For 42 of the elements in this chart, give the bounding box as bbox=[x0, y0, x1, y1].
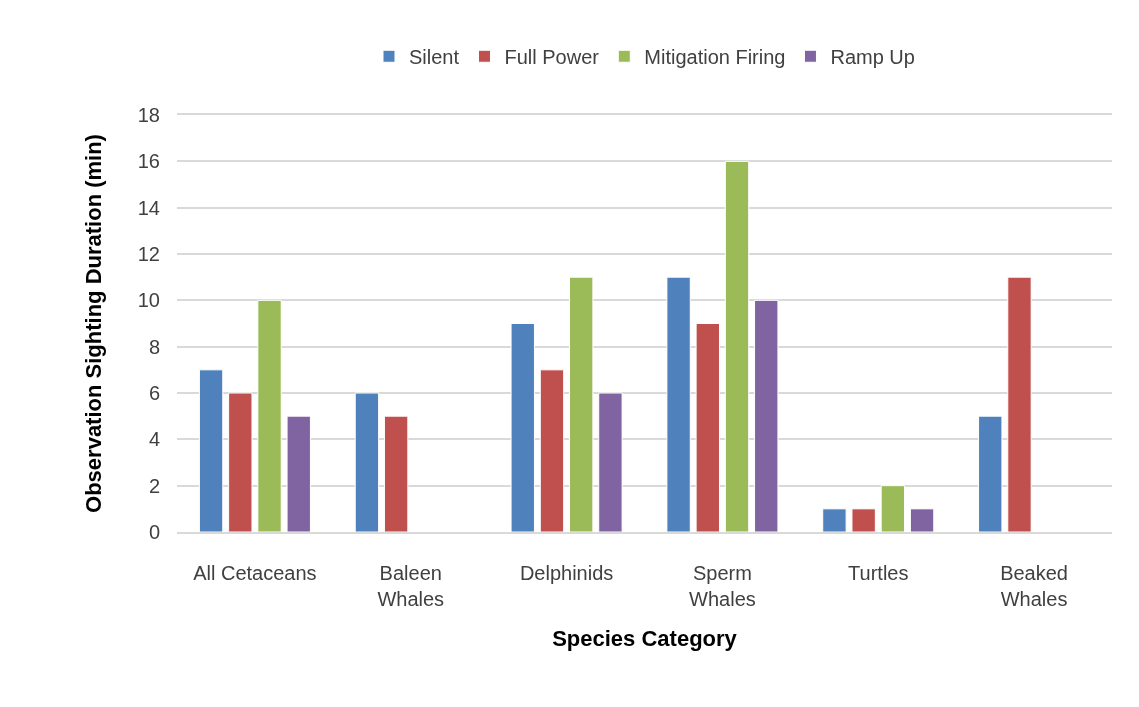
y-tick-label: 6 bbox=[148, 382, 160, 404]
bar bbox=[539, 369, 565, 532]
bar bbox=[909, 508, 935, 532]
x-tick-label: Delphinids bbox=[519, 562, 614, 584]
legend-label: Silent bbox=[409, 46, 460, 69]
y-tick-label: 8 bbox=[148, 335, 160, 358]
y-tick-label: 16 bbox=[137, 150, 160, 173]
bar bbox=[598, 392, 623, 532]
bar bbox=[354, 392, 380, 532]
x-tick-label: Beaked Whales bbox=[1000, 562, 1068, 610]
bar bbox=[510, 323, 535, 532]
bar bbox=[228, 392, 253, 532]
bar bbox=[880, 485, 906, 532]
bar bbox=[198, 369, 224, 532]
bar bbox=[754, 299, 779, 532]
y-tick-label: 4 bbox=[148, 428, 160, 451]
x-tick-label: Sperm Whales bbox=[689, 562, 756, 610]
bar bbox=[569, 276, 594, 532]
bar bbox=[695, 323, 720, 532]
bar bbox=[383, 415, 409, 532]
x-tick-label: Turtles bbox=[848, 562, 909, 584]
y-tick-label: 2 bbox=[148, 474, 160, 497]
bar bbox=[724, 160, 750, 532]
x-axis-title: Species Category bbox=[552, 626, 738, 652]
y-axis-title: Observation Sighting Duration (min) bbox=[80, 134, 106, 513]
bar bbox=[1007, 276, 1032, 532]
y-tick-label: 12 bbox=[137, 243, 160, 265]
y-tick-label: 14 bbox=[137, 196, 160, 219]
legend-label: Ramp Up bbox=[830, 46, 915, 69]
bar bbox=[666, 276, 691, 532]
bar bbox=[851, 508, 876, 532]
legend-label: Mitigation Firing bbox=[644, 46, 786, 69]
x-tick-label: Baleen Whales bbox=[377, 562, 445, 610]
y-tick-label: 10 bbox=[137, 289, 160, 312]
bar bbox=[978, 415, 1003, 532]
x-tick-label: All Cetaceans bbox=[193, 562, 317, 584]
y-tick-label: 0 bbox=[148, 521, 160, 543]
bar bbox=[822, 508, 847, 532]
legend-label: Full Power bbox=[504, 46, 600, 69]
y-tick-label: 18 bbox=[137, 104, 160, 126]
bar bbox=[286, 415, 311, 532]
bar bbox=[257, 299, 282, 532]
